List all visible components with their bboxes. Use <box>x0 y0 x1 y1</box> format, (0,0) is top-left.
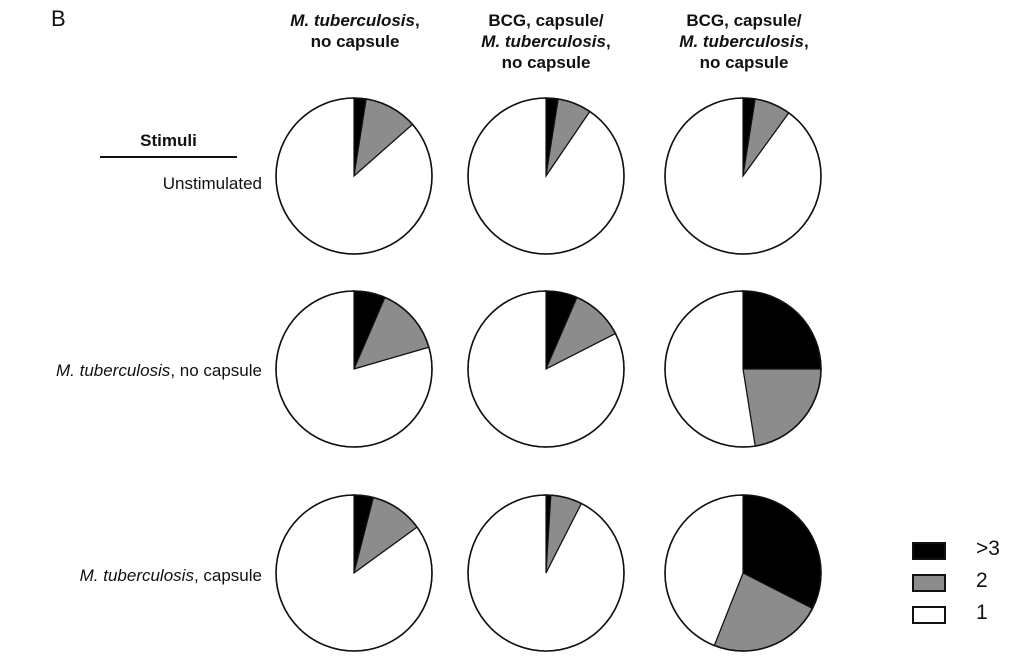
column-header-3: BCG, capsule/M. tuberculosis, no capsule <box>644 10 844 73</box>
pie-outline <box>467 97 625 255</box>
pie-slice-2 <box>742 368 822 447</box>
header-text: no capsule <box>699 53 789 72</box>
legend-item: 2 <box>912 569 1009 596</box>
header-text: , <box>803 32 809 51</box>
header-text: , <box>605 32 611 51</box>
column-header-line: M. tuberculosis, <box>446 31 646 52</box>
legend-swatch <box>912 606 946 624</box>
panel-label: B <box>51 6 66 31</box>
row-header-3: M. tuberculosis, capsule <box>80 566 262 586</box>
pie-chart-r3-c3 <box>664 494 822 652</box>
column-header-1: M. tuberculosis, no capsule <box>255 10 455 52</box>
header-text: BCG, capsule/ <box>488 11 604 30</box>
legend-swatch <box>912 542 946 560</box>
pie-outline <box>467 290 625 448</box>
italic-text: M. tuberculosis <box>679 32 804 51</box>
column-header-line: M. tuberculosis, <box>644 31 844 52</box>
header-text: Unstimulated <box>162 174 262 193</box>
pie-outline <box>275 290 433 448</box>
stimuli-title: Stimuli <box>140 131 197 150</box>
row-header-2: M. tuberculosis, no capsule <box>56 361 262 381</box>
pie-chart-r2-c1 <box>275 290 433 448</box>
header-text: , no capsule <box>170 361 262 380</box>
pie-chart-r1-c1 <box>275 97 433 255</box>
column-header-line: BCG, capsule/ <box>446 10 646 31</box>
legend-label: >3 <box>976 537 1000 560</box>
pie-chart-r2-c3 <box>664 290 822 448</box>
legend-item: 1 <box>912 601 1009 628</box>
header-text: BCG, capsule/ <box>686 11 802 30</box>
column-header-line: BCG, capsule/ <box>644 10 844 31</box>
header-text: , capsule <box>193 566 262 585</box>
column-header-line: no capsule <box>255 31 455 52</box>
pie-chart-r2-c2 <box>467 290 625 448</box>
pie-chart-r3-c1 <box>275 494 433 652</box>
pie-chart-r1-c2 <box>467 97 625 255</box>
legend-item: >3 <box>912 537 1009 564</box>
pie-outline <box>275 97 433 255</box>
italic-text: M. tuberculosis <box>55 361 171 380</box>
legend-swatch <box>912 574 946 592</box>
pie-outline <box>664 290 822 448</box>
column-header-line: no capsule <box>644 52 844 73</box>
header-text: no capsule <box>501 53 591 72</box>
pie-chart-r3-c2 <box>467 494 625 652</box>
italic-text: M. tuberculosis <box>290 11 415 30</box>
italic-text: M. tuberculosis <box>79 566 194 585</box>
pie-outline <box>664 97 822 255</box>
column-header-line: M. tuberculosis, <box>255 10 455 31</box>
pie-chart-r1-c3 <box>664 97 822 255</box>
pie-outline <box>275 494 433 652</box>
header-text: , <box>414 11 420 30</box>
legend-label: 2 <box>976 569 988 592</box>
column-header-2: BCG, capsule/M. tuberculosis, no capsule <box>446 10 646 73</box>
pie-outline <box>467 494 625 652</box>
header-text: no capsule <box>310 32 400 51</box>
pie-outline <box>664 494 822 652</box>
italic-text: M. tuberculosis <box>481 32 606 51</box>
pie-slice-1 <box>664 290 756 448</box>
stimuli-divider <box>100 156 237 158</box>
column-header-line: no capsule <box>446 52 646 73</box>
legend-label: 1 <box>976 601 988 624</box>
row-header-1: Unstimulated <box>163 174 262 194</box>
pie-slice-gt3 <box>742 290 822 370</box>
